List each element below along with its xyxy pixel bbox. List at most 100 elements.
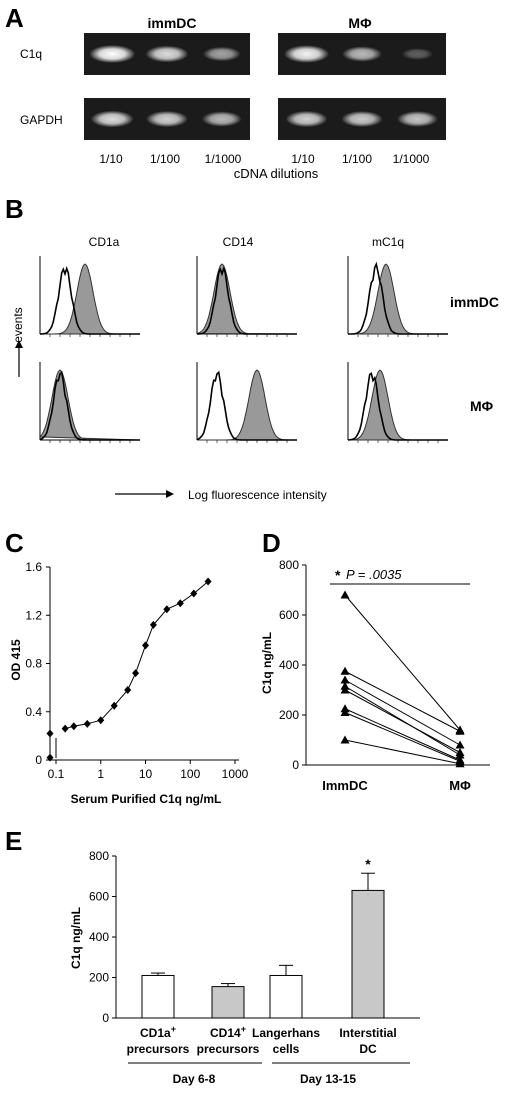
d-pair-line <box>344 670 461 732</box>
e-category-main: Langerhans <box>252 1026 320 1040</box>
c-y-tick-label: 0.4 <box>25 705 42 719</box>
row-label-c1q: C1q <box>20 47 42 61</box>
d-pair-line <box>344 708 461 761</box>
hist-shaded-0 <box>40 263 140 335</box>
e-y-tick-label: 400 <box>89 930 109 944</box>
events-axis-label: events <box>11 307 25 342</box>
e-y-tick-label: 800 <box>89 849 109 863</box>
d-pair-line <box>344 712 461 762</box>
panel-a-label: A <box>5 3 24 33</box>
gel-mphi-c1q-band <box>401 48 434 60</box>
gel-immdc-gapdh-band <box>90 110 134 128</box>
panel-b-label: B <box>5 194 24 224</box>
c-point-extra <box>46 753 54 762</box>
c-point <box>163 605 171 614</box>
d-point-immdc <box>340 675 350 684</box>
c-y-tick-label: 0.8 <box>25 657 42 671</box>
c-point <box>132 669 140 678</box>
hist-open-4 <box>196 370 297 441</box>
dilution-label-1-10: 1/10 <box>99 152 123 166</box>
d-pair-line <box>344 685 461 756</box>
c-line <box>64 581 209 730</box>
panel-b: B CD1a CD14 mC1q immDC MΦ events Log flu… <box>5 194 499 502</box>
chart-c-plot: 0 0.4 0.8 1.2 1.6 0.1 1 10 100 1000 <box>25 560 248 781</box>
panel-e-label: E <box>5 826 22 856</box>
d-point-mphi <box>455 740 465 749</box>
d-significance-star: * <box>335 567 341 583</box>
gel-mphi-c1q-band <box>342 46 382 62</box>
dilution-label-1-10-m: 1/10 <box>291 152 315 166</box>
c-point <box>124 686 132 695</box>
c-x-tick-label: 100 <box>180 767 200 781</box>
d-pair-line <box>344 739 461 765</box>
d-pair-line <box>344 689 461 753</box>
e-group-label-day13-15: Day 13-15 <box>300 1072 356 1086</box>
row-label-mphi: MΦ <box>470 398 494 414</box>
e-category-label-line2: cells <box>273 1042 300 1056</box>
dilution-label-1-100-m: 1/100 <box>342 152 372 166</box>
fluorescence-arrow-head <box>166 490 174 498</box>
hist-open-5 <box>347 372 448 441</box>
e-y-tick-label: 200 <box>89 971 109 985</box>
d-point-mphi <box>455 748 465 756</box>
c-point <box>176 599 184 608</box>
d-y-tick-label: 600 <box>279 608 299 622</box>
d-x-label-mphi: MΦ <box>449 778 471 793</box>
d-y-tick-label: 800 <box>279 558 299 572</box>
gel-immdc-gapdh-band <box>201 111 242 127</box>
dilution-label-1-1000: 1/1000 <box>205 152 242 166</box>
d-y-tick-label: 400 <box>279 658 299 672</box>
e-category-label: Interstitial <box>339 1026 396 1040</box>
marker-label-cd14: CD14 <box>223 235 254 249</box>
c-y-tick-label: 1.2 <box>25 608 42 622</box>
d-point-immdc <box>340 666 350 675</box>
hist-shaded-4 <box>197 369 297 441</box>
c-point <box>110 701 118 710</box>
gel-immdc-c1q-band <box>202 46 241 62</box>
c-point <box>97 716 105 725</box>
panel-c: C OD 415 Serum Purified C1q ng/mL 0 0.4 0.… <box>5 528 249 806</box>
d-point-mphi <box>455 759 465 768</box>
c-x-axis-title: Serum Purified C1q ng/mL <box>71 792 222 806</box>
d-y-tick-label: 0 <box>292 758 299 772</box>
panel-c-label: C <box>5 528 24 558</box>
dilution-label-1-100: 1/100 <box>150 152 180 166</box>
e-category-sup: + <box>241 1024 246 1034</box>
d-point-immdc <box>340 708 350 716</box>
gel-mphi-gapdh-band <box>397 111 438 127</box>
c-point <box>204 577 212 586</box>
c-x-tick-label: 10 <box>139 767 153 781</box>
e-category-main: Interstitial <box>339 1026 396 1040</box>
group-label-immdc: immDC <box>147 15 196 31</box>
d-x-label-immdc: ImmDC <box>322 778 368 793</box>
d-point-immdc <box>340 590 350 599</box>
gel-immdc-c1q-band <box>89 45 136 63</box>
gel-mphi-c1q-band <box>284 45 330 63</box>
marker-label-cd1a: CD1a <box>89 235 120 249</box>
e-bar <box>351 889 385 1019</box>
c-y-tick-label: 1.6 <box>25 560 42 574</box>
events-arrow-head <box>15 340 23 348</box>
gel-immdc-c1q-band <box>145 45 189 63</box>
marker-label-mc1q: mC1q <box>372 235 404 249</box>
d-point-immdc <box>340 735 350 744</box>
c-point <box>190 589 198 598</box>
hist-open-0 <box>39 265 140 335</box>
flow-histograms <box>38 256 448 443</box>
row-label-gapdh: GAPDH <box>20 113 63 127</box>
c-y-axis-title: OD 415 <box>9 639 23 681</box>
e-category-main: CD14 <box>210 1026 241 1040</box>
panel-d: D C1q ng/mL * P = .0035 0 200 400 600 800 Imm… <box>260 528 490 793</box>
e-category-label: CD14+ <box>210 1024 246 1040</box>
e-bar <box>141 974 175 1019</box>
chart-e-plot: 0200400600800CD1a+precursorsCD14+precurs… <box>89 849 420 1056</box>
gel-images <box>84 33 446 140</box>
row-label-immdc: immDC <box>450 294 499 310</box>
dilution-label-1-1000-m: 1/1000 <box>393 152 430 166</box>
c-point <box>61 724 69 733</box>
c-point-extra <box>46 729 54 738</box>
gel-immdc-gapdh-band <box>146 110 188 128</box>
e-category-label-line2: DC <box>359 1042 377 1056</box>
e-group-label-day6-8: Day 6-8 <box>173 1072 216 1086</box>
